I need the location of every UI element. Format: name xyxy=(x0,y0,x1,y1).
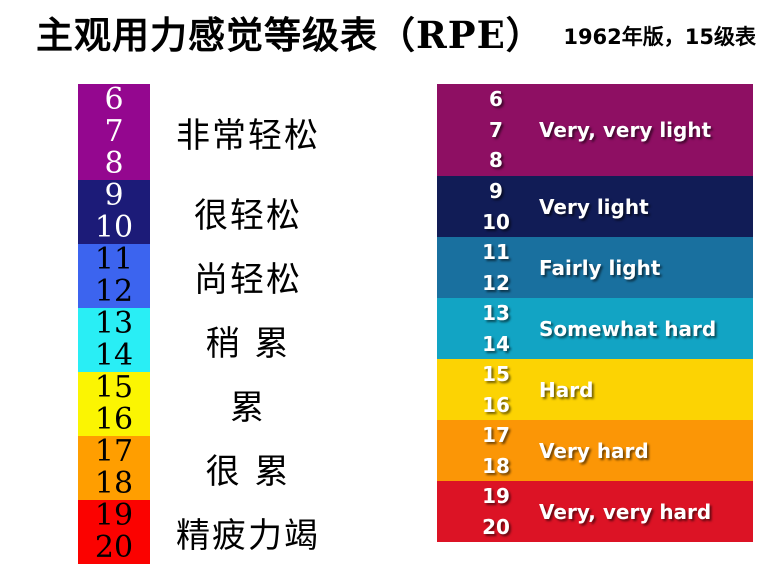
right-scale-label: Very hard xyxy=(539,438,649,463)
scale-number: 8 xyxy=(104,146,124,181)
left-scale-band: 15 16 累 xyxy=(78,372,346,436)
left-scale-band: 19 20 精疲力竭 xyxy=(78,500,346,564)
left-scale-label: 很 累 xyxy=(205,451,291,492)
right-scale-band: 19 20 Very, very hard xyxy=(437,481,753,542)
right-scale-label: Hard xyxy=(539,377,594,402)
left-scale-label: 累 xyxy=(230,387,266,428)
scale-number: 15 xyxy=(482,362,510,386)
scale-number: 10 xyxy=(482,209,510,234)
left-scale-band: 11 12 尚轻松 xyxy=(78,244,346,308)
left-scale-band: 13 14 稍 累 xyxy=(78,308,346,372)
left-scale-color-cell: 15 16 xyxy=(78,372,150,436)
left-scale-band: 6 7 8 非常轻松 xyxy=(78,84,346,180)
right-scale-numbers: 11 12 xyxy=(477,237,515,298)
right-scale-band: 15 16 Hard xyxy=(437,359,753,420)
left-scale-band: 9 10 很轻松 xyxy=(78,180,346,244)
scale-number: 13 xyxy=(94,306,134,341)
scale-number: 19 xyxy=(94,498,134,533)
left-scale-label: 很轻松 xyxy=(194,195,302,236)
scale-number: 19 xyxy=(482,484,510,508)
right-scale-band: 9 10 Very light xyxy=(437,176,753,237)
scale-number: 20 xyxy=(94,530,134,565)
left-scale-color-cell: 11 12 xyxy=(78,244,150,308)
scale-number: 8 xyxy=(489,148,503,173)
scale-number: 10 xyxy=(94,210,134,245)
scale-number: 15 xyxy=(94,370,134,405)
left-scale-color-cell: 19 20 xyxy=(78,500,150,564)
scale-number: 9 xyxy=(104,178,124,213)
left-scale-color-cell: 9 10 xyxy=(78,180,150,244)
scale-number: 11 xyxy=(482,240,510,264)
scale-number: 7 xyxy=(104,114,124,149)
scale-number: 17 xyxy=(482,423,510,447)
scale-number: 11 xyxy=(94,242,134,277)
right-scale-numbers: 6 7 8 xyxy=(477,84,515,176)
right-scale-label: Very, very light xyxy=(539,118,712,142)
scale-number: 6 xyxy=(104,82,124,117)
scale-number: 16 xyxy=(94,402,134,437)
right-scale-english: 6 7 8 Very, very light 9 10 Very light 1… xyxy=(437,84,753,542)
right-scale-numbers: 9 10 xyxy=(477,176,515,237)
right-scale-numbers: 15 16 xyxy=(477,359,515,420)
scale-number: 14 xyxy=(94,338,134,373)
left-scale-chinese: 6 7 8 非常轻松 9 10 很轻松 11 12 尚轻松 13 14 xyxy=(78,84,346,564)
left-scale-color-cell: 17 18 xyxy=(78,436,150,500)
right-scale-numbers: 19 20 xyxy=(477,481,515,542)
scale-number: 9 xyxy=(489,179,503,203)
right-scale-label: Fairly light xyxy=(539,255,661,280)
scale-number: 18 xyxy=(482,453,510,478)
left-scale-label: 稍 累 xyxy=(205,323,291,364)
right-scale-label: Very light xyxy=(539,194,649,219)
scale-number: 6 xyxy=(489,87,503,112)
left-scale-label: 精疲力竭 xyxy=(176,515,320,556)
right-scale-band: 13 14 Somewhat hard xyxy=(437,298,753,359)
scale-number: 18 xyxy=(94,466,134,501)
scale-number: 12 xyxy=(94,274,134,309)
left-scale-color-cell: 6 7 8 xyxy=(78,84,150,180)
scale-number: 16 xyxy=(482,392,510,417)
right-scale-band: 17 18 Very hard xyxy=(437,420,753,481)
right-scale-band: 6 7 8 Very, very light xyxy=(437,84,753,176)
left-scale-label: 非常轻松 xyxy=(176,115,320,156)
scale-number: 14 xyxy=(482,331,510,356)
right-scale-numbers: 13 14 xyxy=(477,298,515,359)
right-scale-label: Somewhat hard xyxy=(539,316,717,341)
scale-number: 20 xyxy=(482,514,510,539)
left-scale-band: 17 18 很 累 xyxy=(78,436,346,500)
page-title: 主观用力感觉等级表（RPE） xyxy=(36,13,544,57)
version-subtitle: 1962年版，15级表 xyxy=(563,25,756,49)
scale-number: 7 xyxy=(489,117,503,142)
left-scale-color-cell: 13 14 xyxy=(78,308,150,372)
right-scale-band: 11 12 Fairly light xyxy=(437,237,753,298)
scale-number: 12 xyxy=(482,270,510,295)
right-scale-label: Very, very hard xyxy=(539,499,712,524)
right-scale-numbers: 17 18 xyxy=(477,420,515,481)
left-scale-label: 尚轻松 xyxy=(194,259,302,300)
scale-number: 13 xyxy=(482,301,510,325)
scale-number: 17 xyxy=(94,434,134,469)
